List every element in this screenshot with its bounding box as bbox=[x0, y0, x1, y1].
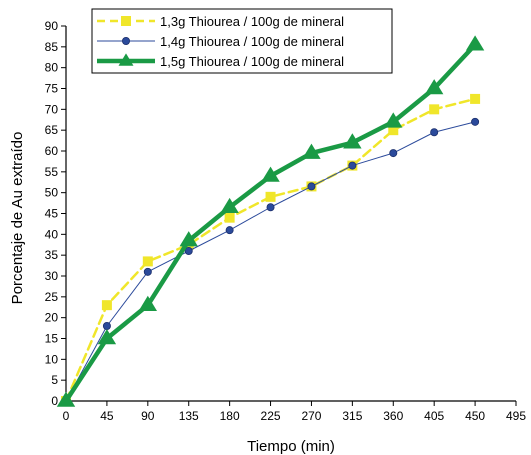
series-1-point bbox=[101, 300, 112, 311]
y-tick-label: 40 bbox=[45, 227, 59, 241]
x-axis-label: Tiempo (min) bbox=[247, 438, 335, 455]
series-1-point bbox=[224, 212, 235, 223]
series-2-point bbox=[225, 226, 234, 235]
series-3-point bbox=[302, 143, 321, 159]
series-3-line bbox=[63, 42, 478, 404]
x-tick-label: 405 bbox=[424, 409, 444, 423]
x-tick-label: 270 bbox=[301, 409, 321, 423]
series-3-point bbox=[343, 133, 362, 149]
series-3-point bbox=[384, 112, 403, 128]
y-tick-label: 45 bbox=[45, 207, 59, 221]
series-3-point bbox=[97, 329, 117, 345]
series-3-point bbox=[465, 35, 485, 51]
y-axis-label: Porcentaje de Au extraído bbox=[9, 132, 26, 305]
legend-label: 1,4g Thiourea / 100g de mineral bbox=[160, 34, 344, 49]
series-2-point bbox=[143, 267, 152, 276]
plot-area: 0 45 90 135 180 225 270 315 360 405 450 495 0 5 10 15 2… bbox=[45, 19, 527, 423]
series-3-point bbox=[424, 79, 444, 95]
series-layer bbox=[56, 35, 485, 407]
y-tick-label: 50 bbox=[45, 186, 59, 200]
legend-items: 1,3g Thiourea / 100g de mineral 1,4g Thio… bbox=[97, 14, 344, 69]
y-tick-label: 0 bbox=[51, 394, 58, 408]
series-2 bbox=[62, 117, 480, 405]
legend-label: 1,5g Thiourea / 100g de mineral bbox=[160, 54, 344, 69]
x-tick-label: 135 bbox=[179, 409, 199, 423]
series-3-point bbox=[56, 391, 76, 407]
y-tick-label: 85 bbox=[45, 40, 59, 54]
series-2-point bbox=[102, 321, 111, 330]
series-2-point bbox=[389, 149, 398, 158]
series-3-point bbox=[220, 197, 239, 214]
series-2-point bbox=[430, 128, 439, 137]
series-1-point bbox=[265, 191, 276, 202]
x-ticks: 0 45 90 135 180 225 270 315 360 405 450 495 bbox=[63, 401, 526, 423]
legend-label: 1,3g Thiourea / 100g de mineral bbox=[160, 14, 344, 29]
x-tick-label: 225 bbox=[261, 409, 281, 423]
x-tick-label: 180 bbox=[220, 409, 240, 423]
series-1-line bbox=[64, 97, 477, 403]
y-tick-label: 20 bbox=[45, 311, 59, 325]
y-tick-label: 80 bbox=[45, 61, 59, 75]
legend-swatch-marker bbox=[121, 16, 131, 26]
y-tick-label: 30 bbox=[45, 269, 59, 283]
y-tick-label: 25 bbox=[45, 290, 59, 304]
y-tick-label: 75 bbox=[45, 82, 59, 96]
x-tick-label: 315 bbox=[342, 409, 362, 423]
series-3-point bbox=[261, 166, 280, 182]
y-tick-label: 10 bbox=[45, 352, 59, 366]
series-1-point bbox=[388, 125, 399, 136]
y-tick-label: 5 bbox=[51, 373, 58, 387]
series-3-point bbox=[179, 231, 198, 247]
series-2-point bbox=[307, 182, 316, 191]
y-tick-label: 90 bbox=[45, 19, 59, 33]
series-2-point bbox=[184, 246, 193, 255]
y-ticks: 0 5 10 15 20 25 30 35 40 45 50 55 60 65 70 75 80 85 90 bbox=[45, 19, 66, 408]
y-tick-label: 70 bbox=[45, 102, 59, 116]
series-2-line bbox=[65, 121, 476, 402]
series-3-point bbox=[138, 295, 158, 311]
legend-swatch-marker bbox=[122, 37, 131, 46]
series-3 bbox=[56, 35, 485, 407]
x-tick-label: 450 bbox=[465, 409, 485, 423]
series-1-point bbox=[429, 104, 440, 115]
y-tick-label: 15 bbox=[45, 332, 59, 346]
legend: 1,3g Thiourea / 100g de mineral 1,4g Thio… bbox=[91, 8, 393, 74]
legend-swatch-marker bbox=[118, 53, 134, 66]
series-2-point bbox=[348, 161, 357, 170]
x-tick-label: 360 bbox=[383, 409, 403, 423]
y-tick-label: 60 bbox=[45, 144, 59, 158]
y-tick-label: 55 bbox=[45, 165, 59, 179]
series-1-point bbox=[470, 93, 481, 104]
x-tick-label: 90 bbox=[141, 409, 155, 423]
series-2-point bbox=[266, 203, 275, 212]
series-2-point bbox=[471, 117, 480, 126]
y-tick-label: 35 bbox=[45, 248, 59, 262]
series-1-point bbox=[142, 256, 153, 267]
x-tick-label: 45 bbox=[100, 409, 114, 423]
y-tick-label: 65 bbox=[45, 123, 59, 137]
x-tick-label: 495 bbox=[506, 409, 526, 423]
x-tick-label: 0 bbox=[63, 409, 70, 423]
